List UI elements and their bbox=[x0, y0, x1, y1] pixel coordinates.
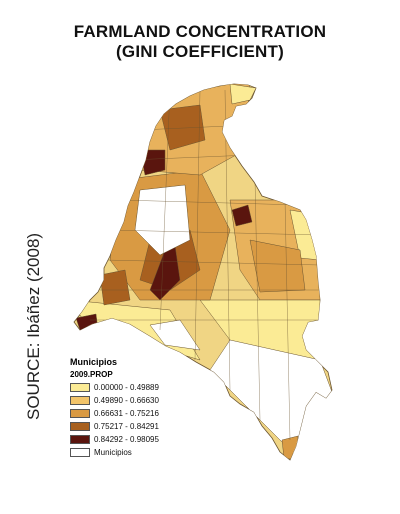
legend-item: 0.66631 - 0.75216 bbox=[70, 407, 210, 420]
legend-subtitle: 2009.PROP bbox=[70, 370, 113, 379]
legend-swatch bbox=[70, 396, 90, 405]
legend-swatch bbox=[70, 448, 90, 457]
legend-label: Municipios bbox=[94, 448, 132, 457]
legend-item: 0.75217 - 0.84291 bbox=[70, 420, 210, 433]
region-south-white bbox=[149, 319, 201, 351]
region-pacific-dark bbox=[99, 269, 131, 306]
region-guajira bbox=[229, 84, 257, 105]
legend-label: 0.84292 - 0.98095 bbox=[94, 435, 159, 444]
legend-label: 0.49890 - 0.66630 bbox=[94, 396, 159, 405]
region-santander bbox=[231, 204, 253, 227]
region-north-dark bbox=[159, 104, 206, 151]
legend-item: Municipios bbox=[70, 446, 210, 459]
legend-swatch bbox=[70, 435, 90, 444]
legend-swatch bbox=[70, 383, 90, 392]
legend-item: 0.00000 - 0.49889 bbox=[70, 381, 210, 394]
map-title-line1: FARMLAND CONCENTRATION bbox=[73, 22, 327, 41]
legend-item: 0.49890 - 0.66630 bbox=[70, 394, 210, 407]
legend-item: 0.84292 - 0.98095 bbox=[70, 433, 210, 446]
region-amazon-white bbox=[209, 339, 332, 460]
legend-label: 0.66631 - 0.75216 bbox=[94, 409, 159, 418]
legend-swatch bbox=[70, 422, 90, 431]
map-legend: Municipios 2009.PROP 0.00000 - 0.49889 0… bbox=[70, 357, 210, 459]
map-title-line2: (GINI COEFFICIENT) bbox=[116, 42, 284, 61]
legend-swatch bbox=[70, 409, 90, 418]
legend-title: Municipios bbox=[70, 357, 117, 367]
legend-label: 0.00000 - 0.49889 bbox=[94, 383, 159, 392]
region-antioquia bbox=[134, 184, 191, 256]
legend-label: 0.75217 - 0.84291 bbox=[94, 422, 159, 431]
